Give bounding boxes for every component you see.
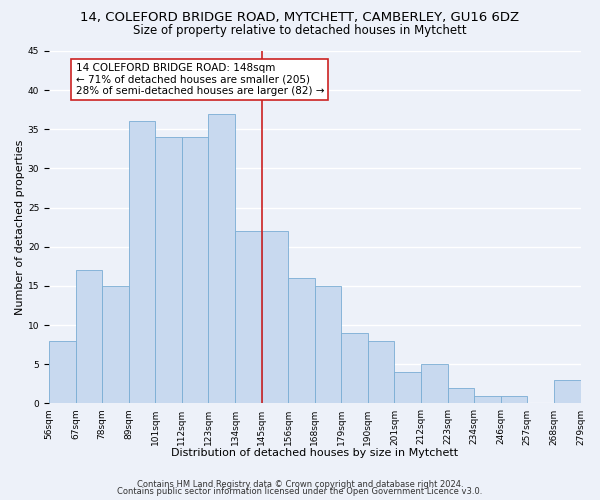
Bar [474, 396, 501, 404]
Bar [421, 364, 448, 404]
Bar [182, 137, 208, 404]
Bar [554, 380, 581, 404]
Bar [235, 231, 262, 404]
Bar [102, 286, 129, 404]
Bar [76, 270, 102, 404]
Text: Contains public sector information licensed under the Open Government Licence v3: Contains public sector information licen… [118, 487, 482, 496]
Text: 14, COLEFORD BRIDGE ROAD, MYTCHETT, CAMBERLEY, GU16 6DZ: 14, COLEFORD BRIDGE ROAD, MYTCHETT, CAMB… [80, 12, 520, 24]
Bar [315, 286, 341, 404]
X-axis label: Distribution of detached houses by size in Mytchett: Distribution of detached houses by size … [171, 448, 458, 458]
Bar [288, 278, 315, 404]
Text: Contains HM Land Registry data © Crown copyright and database right 2024.: Contains HM Land Registry data © Crown c… [137, 480, 463, 489]
Y-axis label: Number of detached properties: Number of detached properties [15, 140, 25, 315]
Bar [208, 114, 235, 404]
Bar [501, 396, 527, 404]
Bar [394, 372, 421, 404]
Bar [155, 137, 182, 404]
Bar [341, 333, 368, 404]
Text: 14 COLEFORD BRIDGE ROAD: 148sqm
← 71% of detached houses are smaller (205)
28% o: 14 COLEFORD BRIDGE ROAD: 148sqm ← 71% of… [76, 62, 324, 96]
Bar [448, 388, 474, 404]
Text: Size of property relative to detached houses in Mytchett: Size of property relative to detached ho… [133, 24, 467, 37]
Bar [129, 122, 155, 404]
Bar [368, 341, 394, 404]
Bar [49, 341, 76, 404]
Bar [262, 231, 288, 404]
